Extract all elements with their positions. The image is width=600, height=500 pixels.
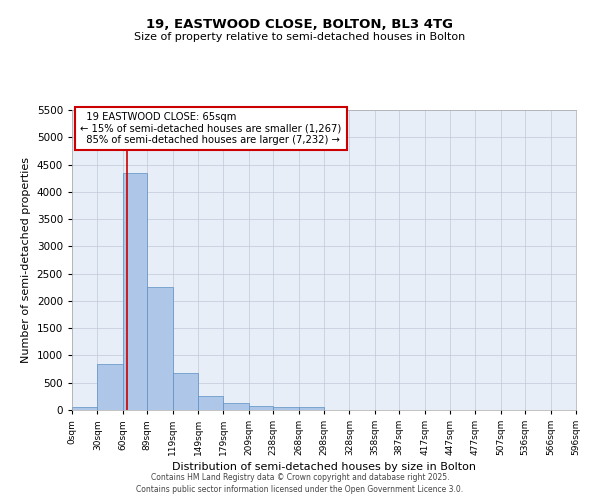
Bar [223, 404, 249, 410]
Bar [123, 172, 147, 410]
Bar [249, 406, 273, 410]
Text: Contains HM Land Registry data © Crown copyright and database right 2025.: Contains HM Land Registry data © Crown c… [151, 472, 449, 482]
Bar [147, 288, 173, 410]
Text: Size of property relative to semi-detached houses in Bolton: Size of property relative to semi-detach… [134, 32, 466, 42]
Text: 19 EASTWOOD CLOSE: 65sqm
← 15% of semi-detached houses are smaller (1,267)
  85%: 19 EASTWOOD CLOSE: 65sqm ← 15% of semi-d… [80, 112, 342, 146]
Bar [273, 406, 299, 410]
Y-axis label: Number of semi-detached properties: Number of semi-detached properties [21, 157, 31, 363]
Text: Contains public sector information licensed under the Open Government Licence 3.: Contains public sector information licen… [136, 485, 464, 494]
Bar [72, 408, 97, 410]
Bar [173, 373, 198, 410]
X-axis label: Distribution of semi-detached houses by size in Bolton: Distribution of semi-detached houses by … [172, 462, 476, 472]
Bar [299, 408, 324, 410]
Bar [198, 396, 223, 410]
Text: 19, EASTWOOD CLOSE, BOLTON, BL3 4TG: 19, EASTWOOD CLOSE, BOLTON, BL3 4TG [146, 18, 454, 30]
Bar [97, 364, 123, 410]
